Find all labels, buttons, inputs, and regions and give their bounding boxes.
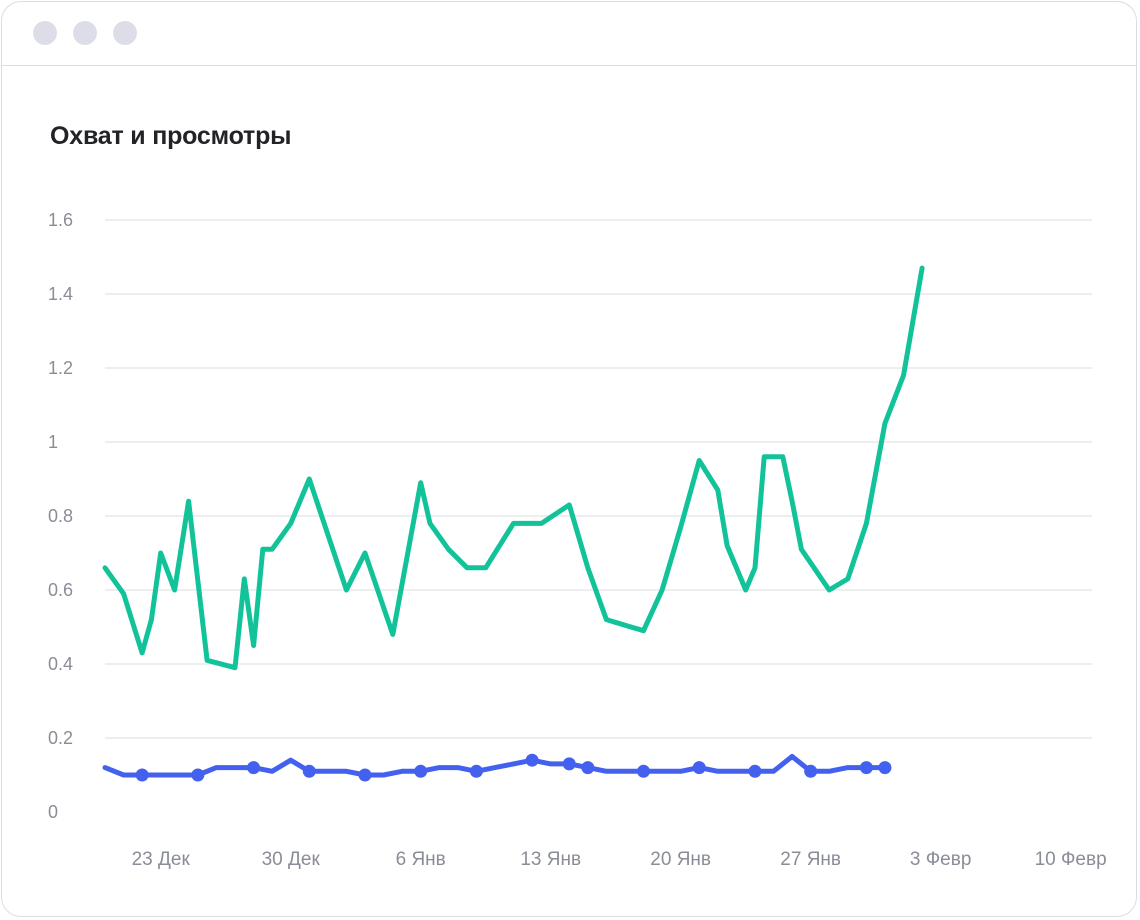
x-tick-label: 13 Янв (520, 849, 581, 870)
x-tick-label: 30 Дек (262, 849, 321, 870)
series-point-1 (525, 753, 539, 767)
y-tick-label: 1.4 (48, 284, 73, 304)
series-point-1 (302, 764, 316, 778)
series-point-1 (358, 768, 372, 782)
chart-title: Охват и просмотры (50, 122, 292, 150)
series-point-1 (247, 761, 261, 775)
series-point-1 (191, 768, 205, 782)
y-tick-label: 0.4 (48, 654, 73, 674)
series-point-1 (878, 761, 892, 775)
x-tick-label: 23 Дек (132, 849, 191, 870)
x-tick-label: 10 Февр (1035, 849, 1107, 870)
y-tick-label: 0.6 (48, 580, 73, 600)
x-tick-label: 6 Янв (396, 849, 446, 870)
window-titlebar (2, 2, 1136, 66)
series-point-1 (562, 757, 576, 771)
series-point-1 (692, 761, 706, 775)
series-line-0 (102, 265, 925, 671)
series-point-1 (748, 764, 762, 778)
series-point-1 (637, 764, 651, 778)
series-point-1 (581, 761, 595, 775)
series-point-1 (859, 761, 873, 775)
window-minimize-dot[interactable] (73, 21, 97, 45)
y-tick-label: 1.6 (48, 210, 73, 230)
y-tick-label: 0.8 (48, 506, 73, 526)
series-point-1 (135, 768, 149, 782)
y-tick-label: 1.2 (48, 358, 73, 378)
series-point-1 (469, 764, 483, 778)
x-tick-label: 27 Янв (780, 849, 841, 870)
series-point-1 (414, 764, 428, 778)
y-tick-label: 1 (48, 432, 58, 452)
x-tick-label: 20 Янв (650, 849, 711, 870)
series-line-1 (102, 754, 888, 778)
window-maximize-dot[interactable] (113, 21, 137, 45)
y-tick-label: 0.2 (48, 728, 73, 748)
series-point-1 (804, 764, 818, 778)
y-tick-label: 0 (48, 802, 58, 822)
x-tick-label: 3 Февр (910, 849, 972, 870)
window-close-dot[interactable] (33, 21, 57, 45)
